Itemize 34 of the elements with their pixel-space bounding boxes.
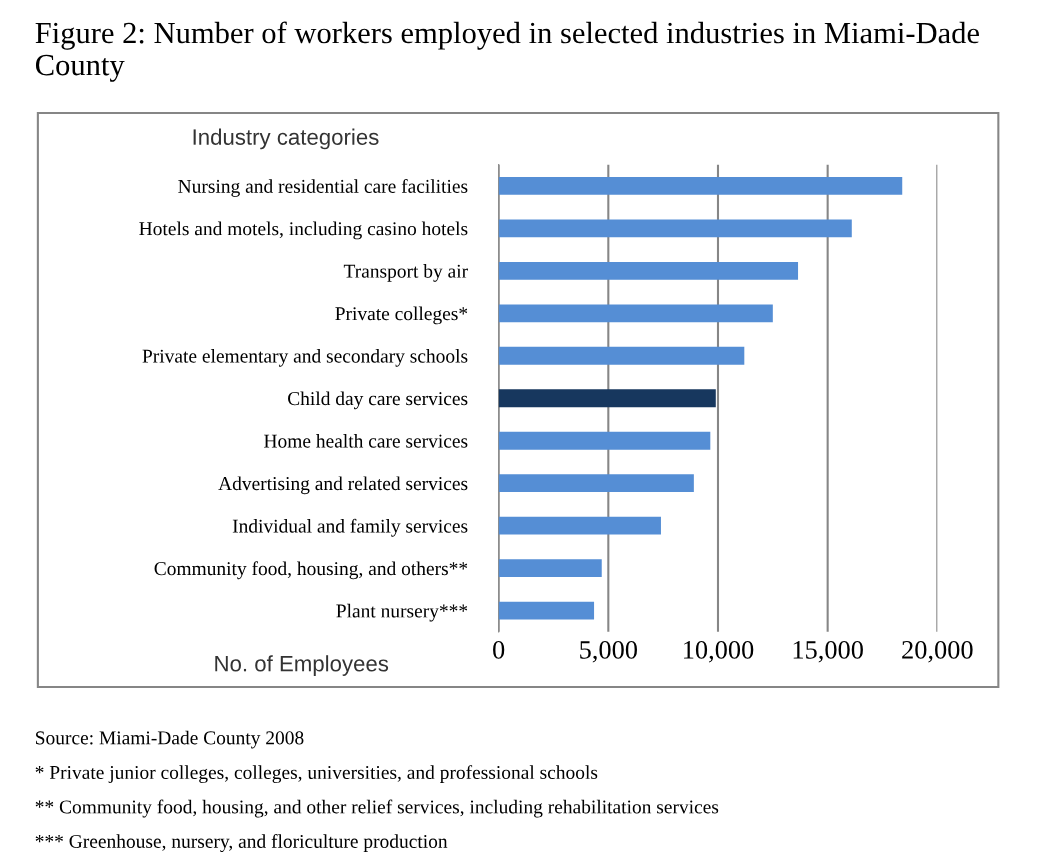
bar (498, 474, 694, 493)
bar (498, 389, 716, 408)
bar (498, 346, 745, 365)
x-tick-label: 20,000 (902, 640, 973, 663)
bar (498, 601, 595, 620)
text: * Private junior colleges, colleges, universities, and professional schools (35, 765, 598, 784)
bar (498, 176, 903, 195)
bar (498, 516, 661, 535)
chart-title: Figure 2: Number of workers employed in selected industries in Miami-Dade County (35, 21, 979, 82)
text: ** Community food, housing, and other relief services, including rehabilitation services (35, 799, 719, 818)
x-tick-label: 5,000 (580, 640, 637, 663)
bar (498, 304, 773, 323)
text: *** Greenhouse, nursery, and floriculture production (35, 834, 448, 852)
bar (498, 431, 711, 450)
y-tick-label: Private elementary and secondary schools (142, 349, 468, 367)
x-tick-label: 0 (493, 640, 505, 659)
source-note: Source: Miami-Dade County 2008 (36, 730, 304, 749)
bar (498, 559, 602, 578)
x-axis-title: No. of Employees (215, 655, 389, 676)
y-tick-label: Transport by air (343, 264, 468, 282)
y-tick-label: Home health care services (264, 433, 468, 448)
y-tick-label: Nursing and residential care facilities (178, 179, 468, 197)
y-tick-label: Child day care services (288, 391, 468, 410)
x-tick-label: 15,000 (793, 640, 863, 663)
y-tick-label: Private colleges* (335, 306, 468, 325)
y-axis-title: Industry categories (193, 128, 379, 150)
y-tick-label: Individual and family services (232, 518, 468, 537)
y-tick-label: Advertising and related services (218, 476, 468, 495)
y-tick-label: Hotels and motels, including casino hotels (139, 221, 468, 240)
y-tick-label: Community food, housing, and others** (154, 561, 468, 580)
x-tick-label: 10,000 (684, 640, 754, 663)
y-tick-label: Plant nursery*** (336, 603, 468, 622)
bar (498, 261, 799, 280)
bar (498, 219, 852, 238)
